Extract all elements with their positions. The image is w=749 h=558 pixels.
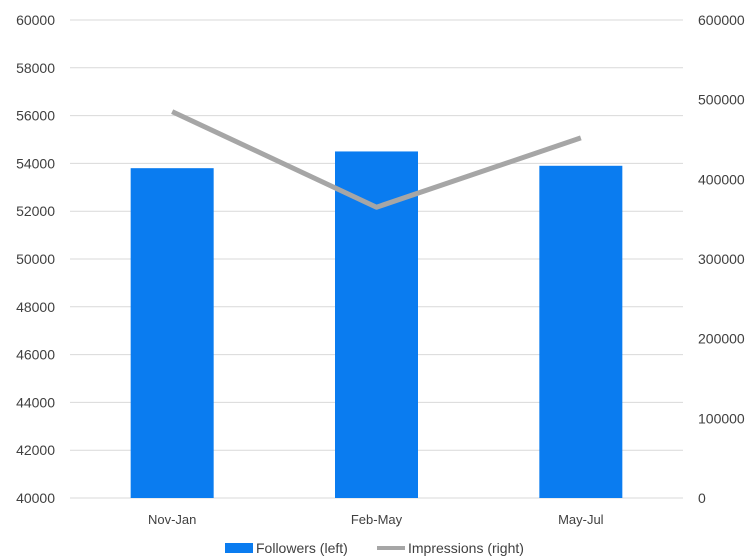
legend-label-impressions: Impressions (right) xyxy=(408,540,524,556)
bar xyxy=(130,168,214,498)
y-right-tick-label: 400000 xyxy=(698,171,745,187)
impressions-line xyxy=(171,109,582,210)
y-left-tick-label: 52000 xyxy=(16,203,55,219)
legend-swatch-followers xyxy=(225,543,253,553)
bar xyxy=(335,151,418,498)
y-left-tick-label: 44000 xyxy=(16,394,55,410)
y-left-tick-label: 56000 xyxy=(16,108,55,124)
bar xyxy=(539,165,623,499)
x-category-label: Feb-May xyxy=(351,512,403,527)
y-left-tick-label: 48000 xyxy=(16,299,55,315)
y-right-tick-label: 0 xyxy=(698,490,706,506)
y-left-tick-label: 60000 xyxy=(16,12,55,28)
legend-label-followers: Followers (left) xyxy=(256,540,348,556)
y-right-tick-label: 100000 xyxy=(698,410,745,426)
y-left-tick-label: 46000 xyxy=(16,347,55,363)
y-right-tick-label: 500000 xyxy=(698,92,745,108)
y-right-tick-label: 600000 xyxy=(698,12,745,28)
x-category-label: Nov-Jan xyxy=(148,512,196,527)
y-right-tick-label: 200000 xyxy=(698,331,745,347)
y-left-tick-label: 40000 xyxy=(16,490,55,506)
y-left-tick-label: 50000 xyxy=(16,251,55,267)
y-left-tick-label: 42000 xyxy=(16,442,55,458)
x-category-label: May-Jul xyxy=(558,512,604,527)
y-right-tick-label: 300000 xyxy=(698,251,745,267)
y-left-tick-label: 58000 xyxy=(16,60,55,76)
y-left-tick-label: 54000 xyxy=(16,155,55,171)
